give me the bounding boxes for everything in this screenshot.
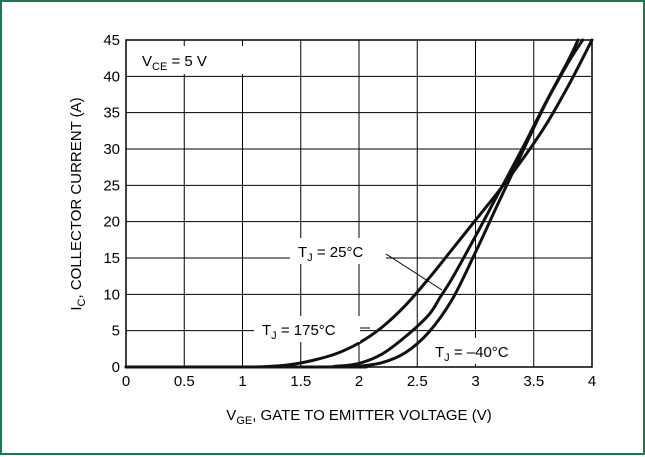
x-axis-label: VGE, GATE TO EMITTER VOLTAGE (V) [226,407,491,427]
x-tick-label: 0 [122,373,130,390]
x-tick-label: 3 [471,373,479,390]
x-tick-label: 1 [238,373,246,390]
leader-line-25c [385,253,443,291]
curve-layer [124,38,594,369]
y-tick-label: 40 [103,68,120,85]
condition-label: VCE = 5 V [142,53,207,73]
series-label-25c: TJ = 25°C [298,244,363,264]
x-tick-label: 1.5 [290,373,311,390]
y-axis-label: IC, COLLECTOR CURRENT (A) [68,97,88,310]
y-tick-label: 20 [103,214,120,231]
label-m40c-bg [427,338,529,364]
y-tick-label: 30 [103,141,120,158]
y-tick-label: 25 [103,177,120,194]
x-tick-label: 3.5 [523,373,544,390]
y-tick-label: 15 [103,250,120,267]
y-tick-label: 5 [112,323,120,340]
series-label-m40c: TJ = –40°C [435,344,509,364]
x-tick-label: 0.5 [174,373,195,390]
series-label-175c: TJ = 175°C [262,322,336,342]
y-tick-label: 35 [103,105,120,122]
x-tick-label: 2 [355,373,363,390]
label-25c-bg [290,238,386,264]
label-175c-bg [254,316,360,342]
y-tick-label: 45 [103,32,120,49]
curve-tj-minus40c [124,38,585,369]
x-tick-label: 2.5 [407,373,428,390]
condition-label-bg [134,46,260,74]
y-tick-label: 0 [112,359,120,376]
x-tick-label: 4 [588,373,596,390]
y-tick-label: 10 [103,286,120,303]
